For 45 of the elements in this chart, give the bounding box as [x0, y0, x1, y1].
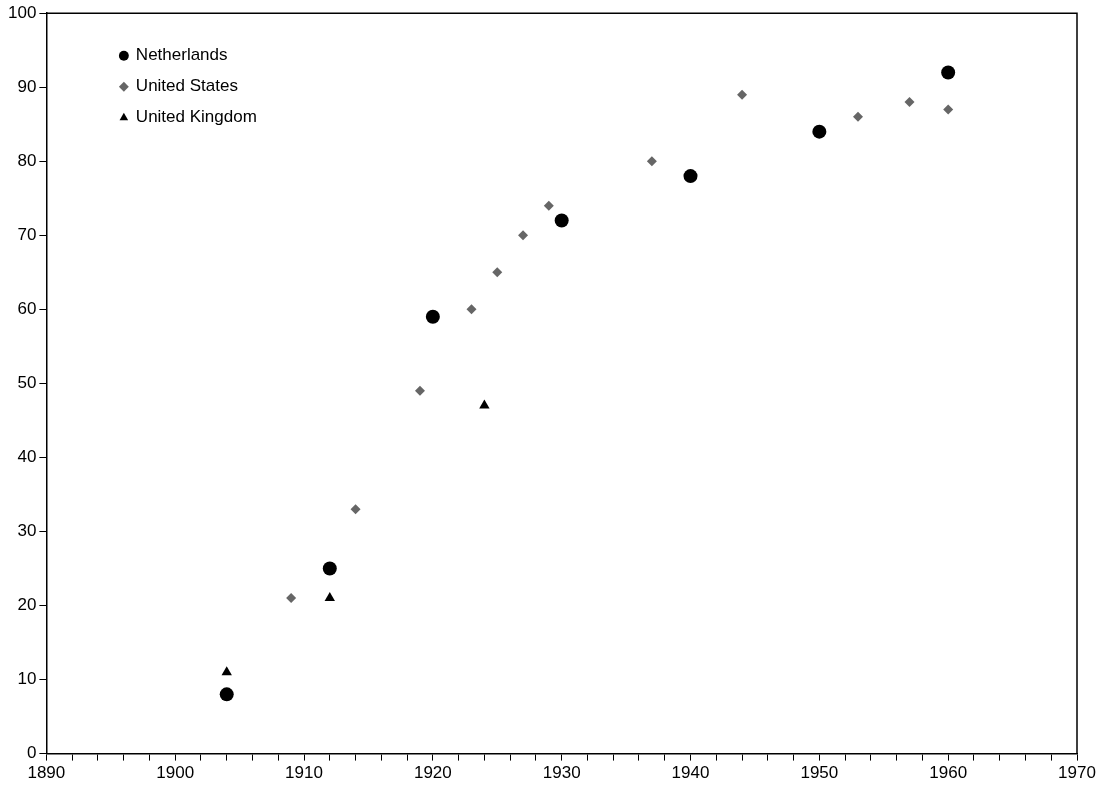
- legend-label: United Kingdom: [135, 107, 257, 127]
- point: [943, 104, 954, 115]
- point: [554, 213, 569, 228]
- legend-label: United States: [135, 76, 238, 96]
- point: [414, 385, 425, 396]
- x-tick-label: 1920: [413, 763, 452, 783]
- y-tick-label: 10: [17, 669, 37, 689]
- point: [479, 399, 490, 409]
- point: [350, 504, 361, 515]
- x-tick-label: 1910: [285, 763, 323, 783]
- point: [852, 111, 863, 122]
- y-tick-label: 0: [26, 743, 37, 763]
- point: [904, 97, 915, 108]
- point: [812, 124, 827, 139]
- y-tick-label: 90: [17, 76, 37, 96]
- point: [518, 230, 529, 241]
- point: [941, 65, 956, 80]
- y-tick-label: 30: [17, 521, 37, 541]
- y-tick-label: 20: [17, 595, 37, 615]
- x-tick-label: 1900: [156, 763, 195, 783]
- point: [683, 169, 698, 184]
- y-tick-label: 80: [17, 150, 37, 170]
- y-tick-label: 70: [17, 225, 37, 245]
- y-tick-label: 40: [17, 447, 37, 467]
- x-tick-label: 1940: [671, 763, 710, 783]
- x-tick-label: 1890: [27, 763, 66, 783]
- y-tick-label: 100: [7, 2, 37, 22]
- x-tick-label: 1930: [542, 763, 581, 783]
- point: [425, 309, 440, 324]
- point: [324, 592, 335, 602]
- point: [221, 666, 232, 676]
- y-tick-label: 60: [17, 299, 37, 319]
- y-tick-label: 50: [17, 373, 37, 393]
- legend-label: Netherlands: [135, 45, 228, 65]
- point: [219, 687, 234, 702]
- x-tick-label: 1960: [929, 763, 968, 783]
- point: [322, 561, 337, 576]
- point: [466, 304, 477, 315]
- x-tick-label: 1950: [800, 763, 839, 783]
- point: [286, 593, 297, 604]
- point: [543, 200, 554, 211]
- point: [646, 156, 657, 167]
- point: [737, 89, 748, 100]
- point: [492, 267, 503, 278]
- x-tick-label: 1970: [1058, 763, 1096, 783]
